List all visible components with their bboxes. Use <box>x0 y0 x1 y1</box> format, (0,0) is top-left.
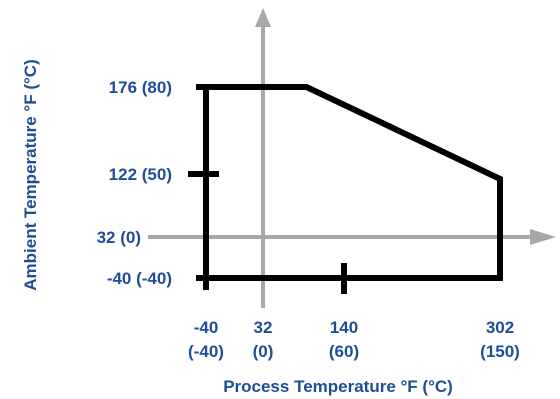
y-tick-label: -40 (-40) <box>107 269 172 288</box>
x-tick-label: 140 <box>330 318 358 337</box>
x-tick-label: 302 <box>486 318 514 337</box>
envelope-line-0 <box>203 84 503 281</box>
y-tick-label: 176 (80) <box>109 78 172 97</box>
x-axis-arrow <box>530 229 556 245</box>
y-tick-label: 122 (50) <box>109 165 172 184</box>
x-axis-title: Process Temperature °F (°C) <box>223 377 453 396</box>
x-tick-label: 32 <box>254 318 273 337</box>
x-tick-sublabel: (-40) <box>188 342 224 361</box>
x-tick-sublabel: (0) <box>253 342 274 361</box>
tick-marks <box>188 171 347 294</box>
x-tick-sublabel: (150) <box>480 342 520 361</box>
x-tick-labels: -40 (-40) 32 (0) 140 (60) 302 (150) <box>188 318 520 361</box>
envelope-series <box>196 84 503 290</box>
x-tick-sublabel: (60) <box>329 342 359 361</box>
y-axis-title: Ambient Temperature °F (°C) <box>21 59 40 290</box>
y-tick-labels: 176 (80) 122 (50) 32 (0) -40 (-40) <box>97 78 172 288</box>
x-tick-label: -40 <box>194 318 219 337</box>
y-axis-arrow <box>255 8 271 27</box>
y-tick-label: 32 (0) <box>97 228 141 247</box>
axes <box>148 8 556 308</box>
